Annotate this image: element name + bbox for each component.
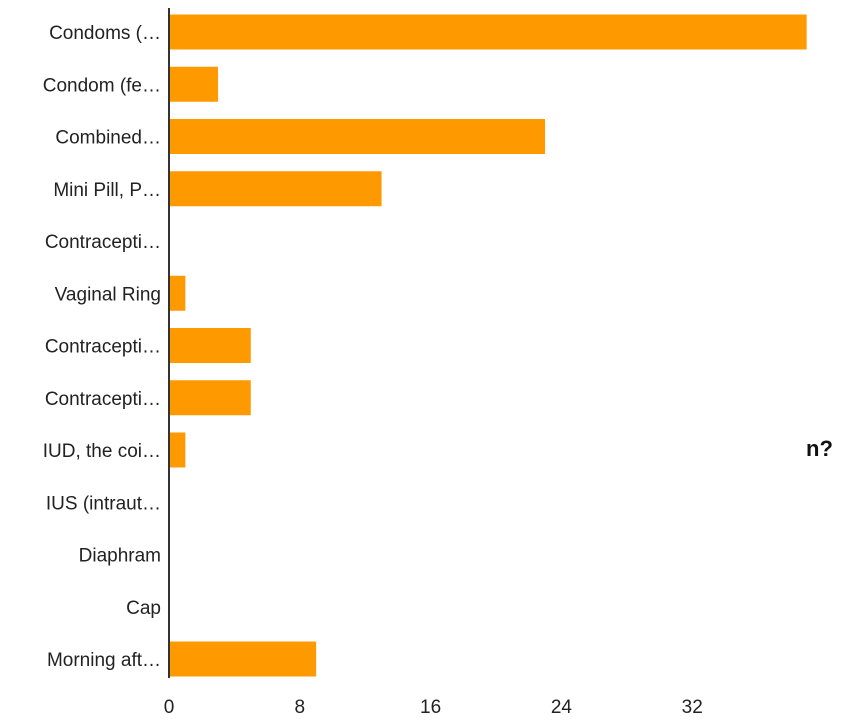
bar-6-vaginal-ring	[169, 275, 186, 311]
category-label: Cap	[126, 598, 161, 619]
bar-7-contracepti	[169, 328, 251, 363]
category-labels: Condoms (… Condom (fe… Combined… Mini Pill,…	[43, 23, 161, 671]
side-text: n?	[806, 436, 833, 461]
category-label: IUS (intraut…	[46, 493, 161, 514]
x-tick-labels: 0 8 16 24 32	[164, 697, 703, 718]
x-tick-label: 16	[420, 697, 441, 718]
bar-13-morning-aft	[169, 641, 317, 677]
x-tick-label: 0	[164, 697, 175, 718]
bar-9-iud-the-coi	[169, 432, 186, 468]
bars-group	[169, 14, 807, 677]
category-label: Diaphram	[79, 546, 161, 567]
category-label: IUD, the coi…	[43, 441, 161, 462]
x-tick-label: 32	[682, 697, 703, 718]
bar-2-condom-fe	[169, 66, 219, 102]
category-label: Contracepti…	[45, 389, 161, 410]
category-label: Mini Pill, P…	[53, 180, 161, 201]
category-label: Condom (fe…	[43, 75, 161, 96]
x-tick-label: 24	[551, 697, 573, 718]
category-label: Contracepti…	[45, 337, 161, 358]
category-label: Condoms (…	[49, 23, 161, 44]
category-label: Combined…	[55, 128, 161, 149]
bar-8-contracepti	[169, 380, 251, 416]
category-label: Contracepti…	[45, 232, 161, 253]
x-tick-label: 8	[295, 697, 306, 718]
category-label: Morning aft…	[47, 650, 161, 671]
bar-4-mini-pill-p	[169, 171, 382, 207]
bar-3-combined	[169, 119, 546, 154]
bar-1-condoms	[169, 14, 807, 50]
category-label: Vaginal Ring	[55, 284, 161, 305]
